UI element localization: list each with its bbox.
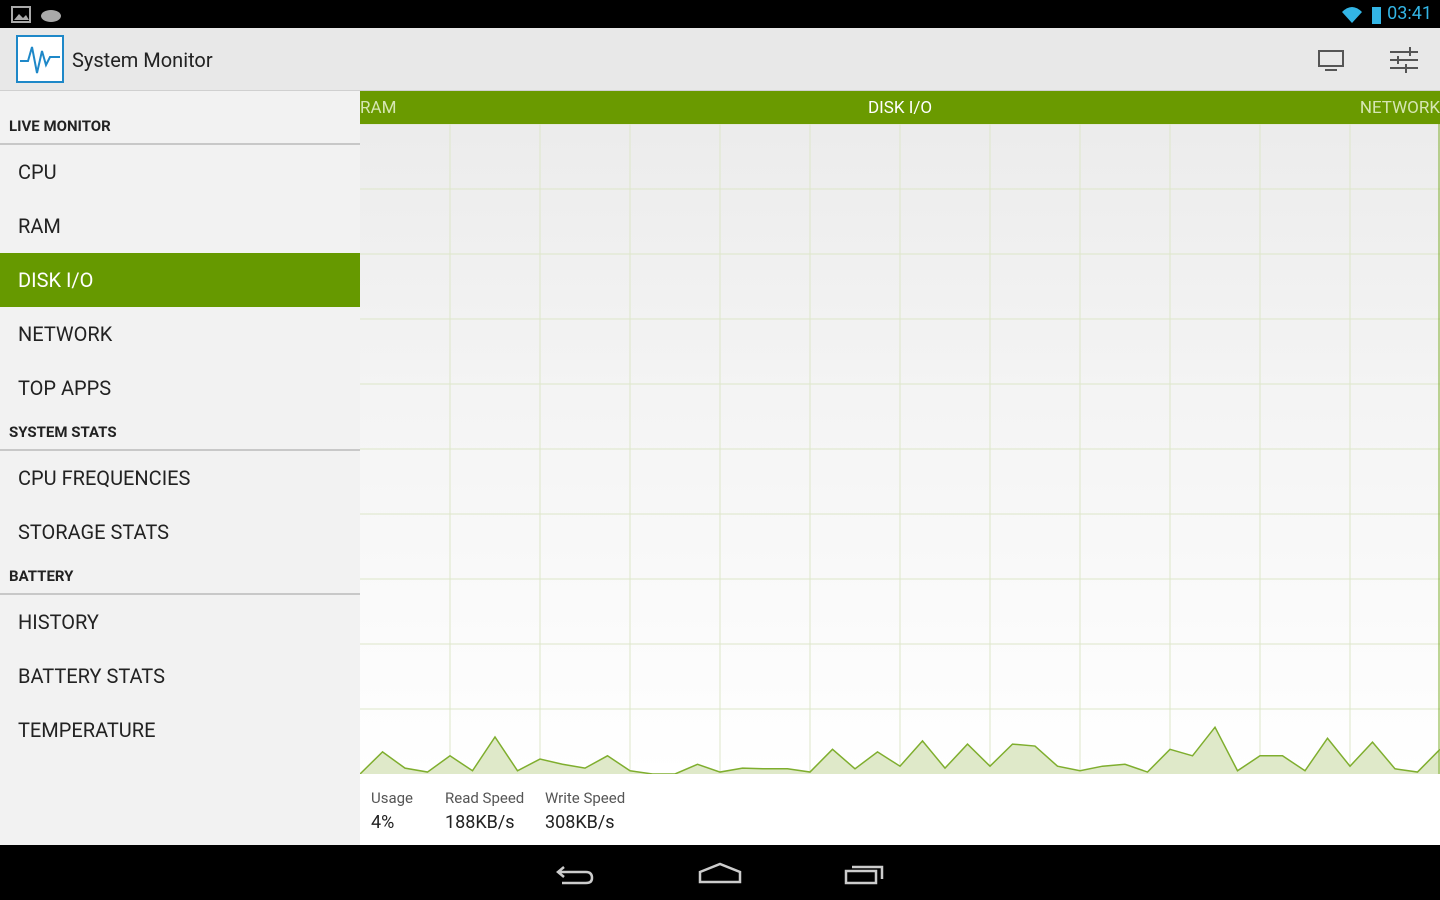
tab[interactable]: DISK I/O [867, 98, 933, 118]
app-icon[interactable] [16, 35, 66, 85]
notification-icons [11, 6, 61, 23]
navigation-drawer: LIVE MONITOR CPU RAM DISK I/O NETWORK TOP APP… [0, 91, 360, 845]
tab-strip: RAM DISK I/O NETWORK [360, 91, 1440, 124]
menu-item[interactable]: CPU [18, 160, 57, 184]
menu-item[interactable]: HISTORY [18, 610, 99, 634]
section-header: SYSTEM STATS [9, 423, 117, 441]
status-bar: 03:41 [0, 0, 1440, 28]
tab[interactable]: NETWORK [1359, 98, 1440, 118]
app-title: System Monitor [72, 48, 213, 72]
section-divider [0, 449, 360, 451]
section-divider [0, 593, 360, 595]
disk-io-chart [360, 124, 1440, 774]
section-divider [0, 143, 360, 145]
tab[interactable]: RAM [360, 98, 397, 118]
nav-buttons[interactable] [550, 859, 890, 889]
action-bar: System Monitor [0, 28, 1440, 91]
section-header: BATTERY [9, 567, 74, 585]
area-fill [360, 727, 1440, 774]
action-icons[interactable] [1316, 46, 1426, 76]
clock: 03:41 [1387, 3, 1432, 24]
stat-value: 4% [371, 812, 395, 833]
menu-item[interactable]: TOP APPS [18, 376, 112, 400]
stats-panel: Usage 4% Read Speed 188KB/s Write Speed 308KB… [360, 774, 1440, 845]
menu-item[interactable]: STORAGE STATS [18, 520, 169, 544]
menu-item[interactable]: CPU FREQUENCIES [18, 466, 191, 490]
menu-item[interactable]: RAM [18, 214, 61, 238]
section-header: LIVE MONITOR [9, 117, 111, 135]
menu-item[interactable]: TEMPERATURE [18, 718, 156, 742]
menu-item[interactable]: BATTERY STATS [18, 664, 165, 688]
stat-label: Read Speed [445, 789, 525, 807]
stat-value: 308KB/s [545, 812, 615, 833]
menu-item[interactable]: NETWORK [18, 322, 113, 346]
stat-label: Write Speed [545, 789, 626, 807]
stat-label: Usage [371, 789, 414, 807]
menu-item[interactable]: DISK I/O [0, 253, 360, 307]
area-line [360, 725, 1440, 774]
navigation-bar [0, 845, 1440, 900]
stat-value: 188KB/s [445, 812, 515, 833]
system-icons [1342, 7, 1381, 24]
